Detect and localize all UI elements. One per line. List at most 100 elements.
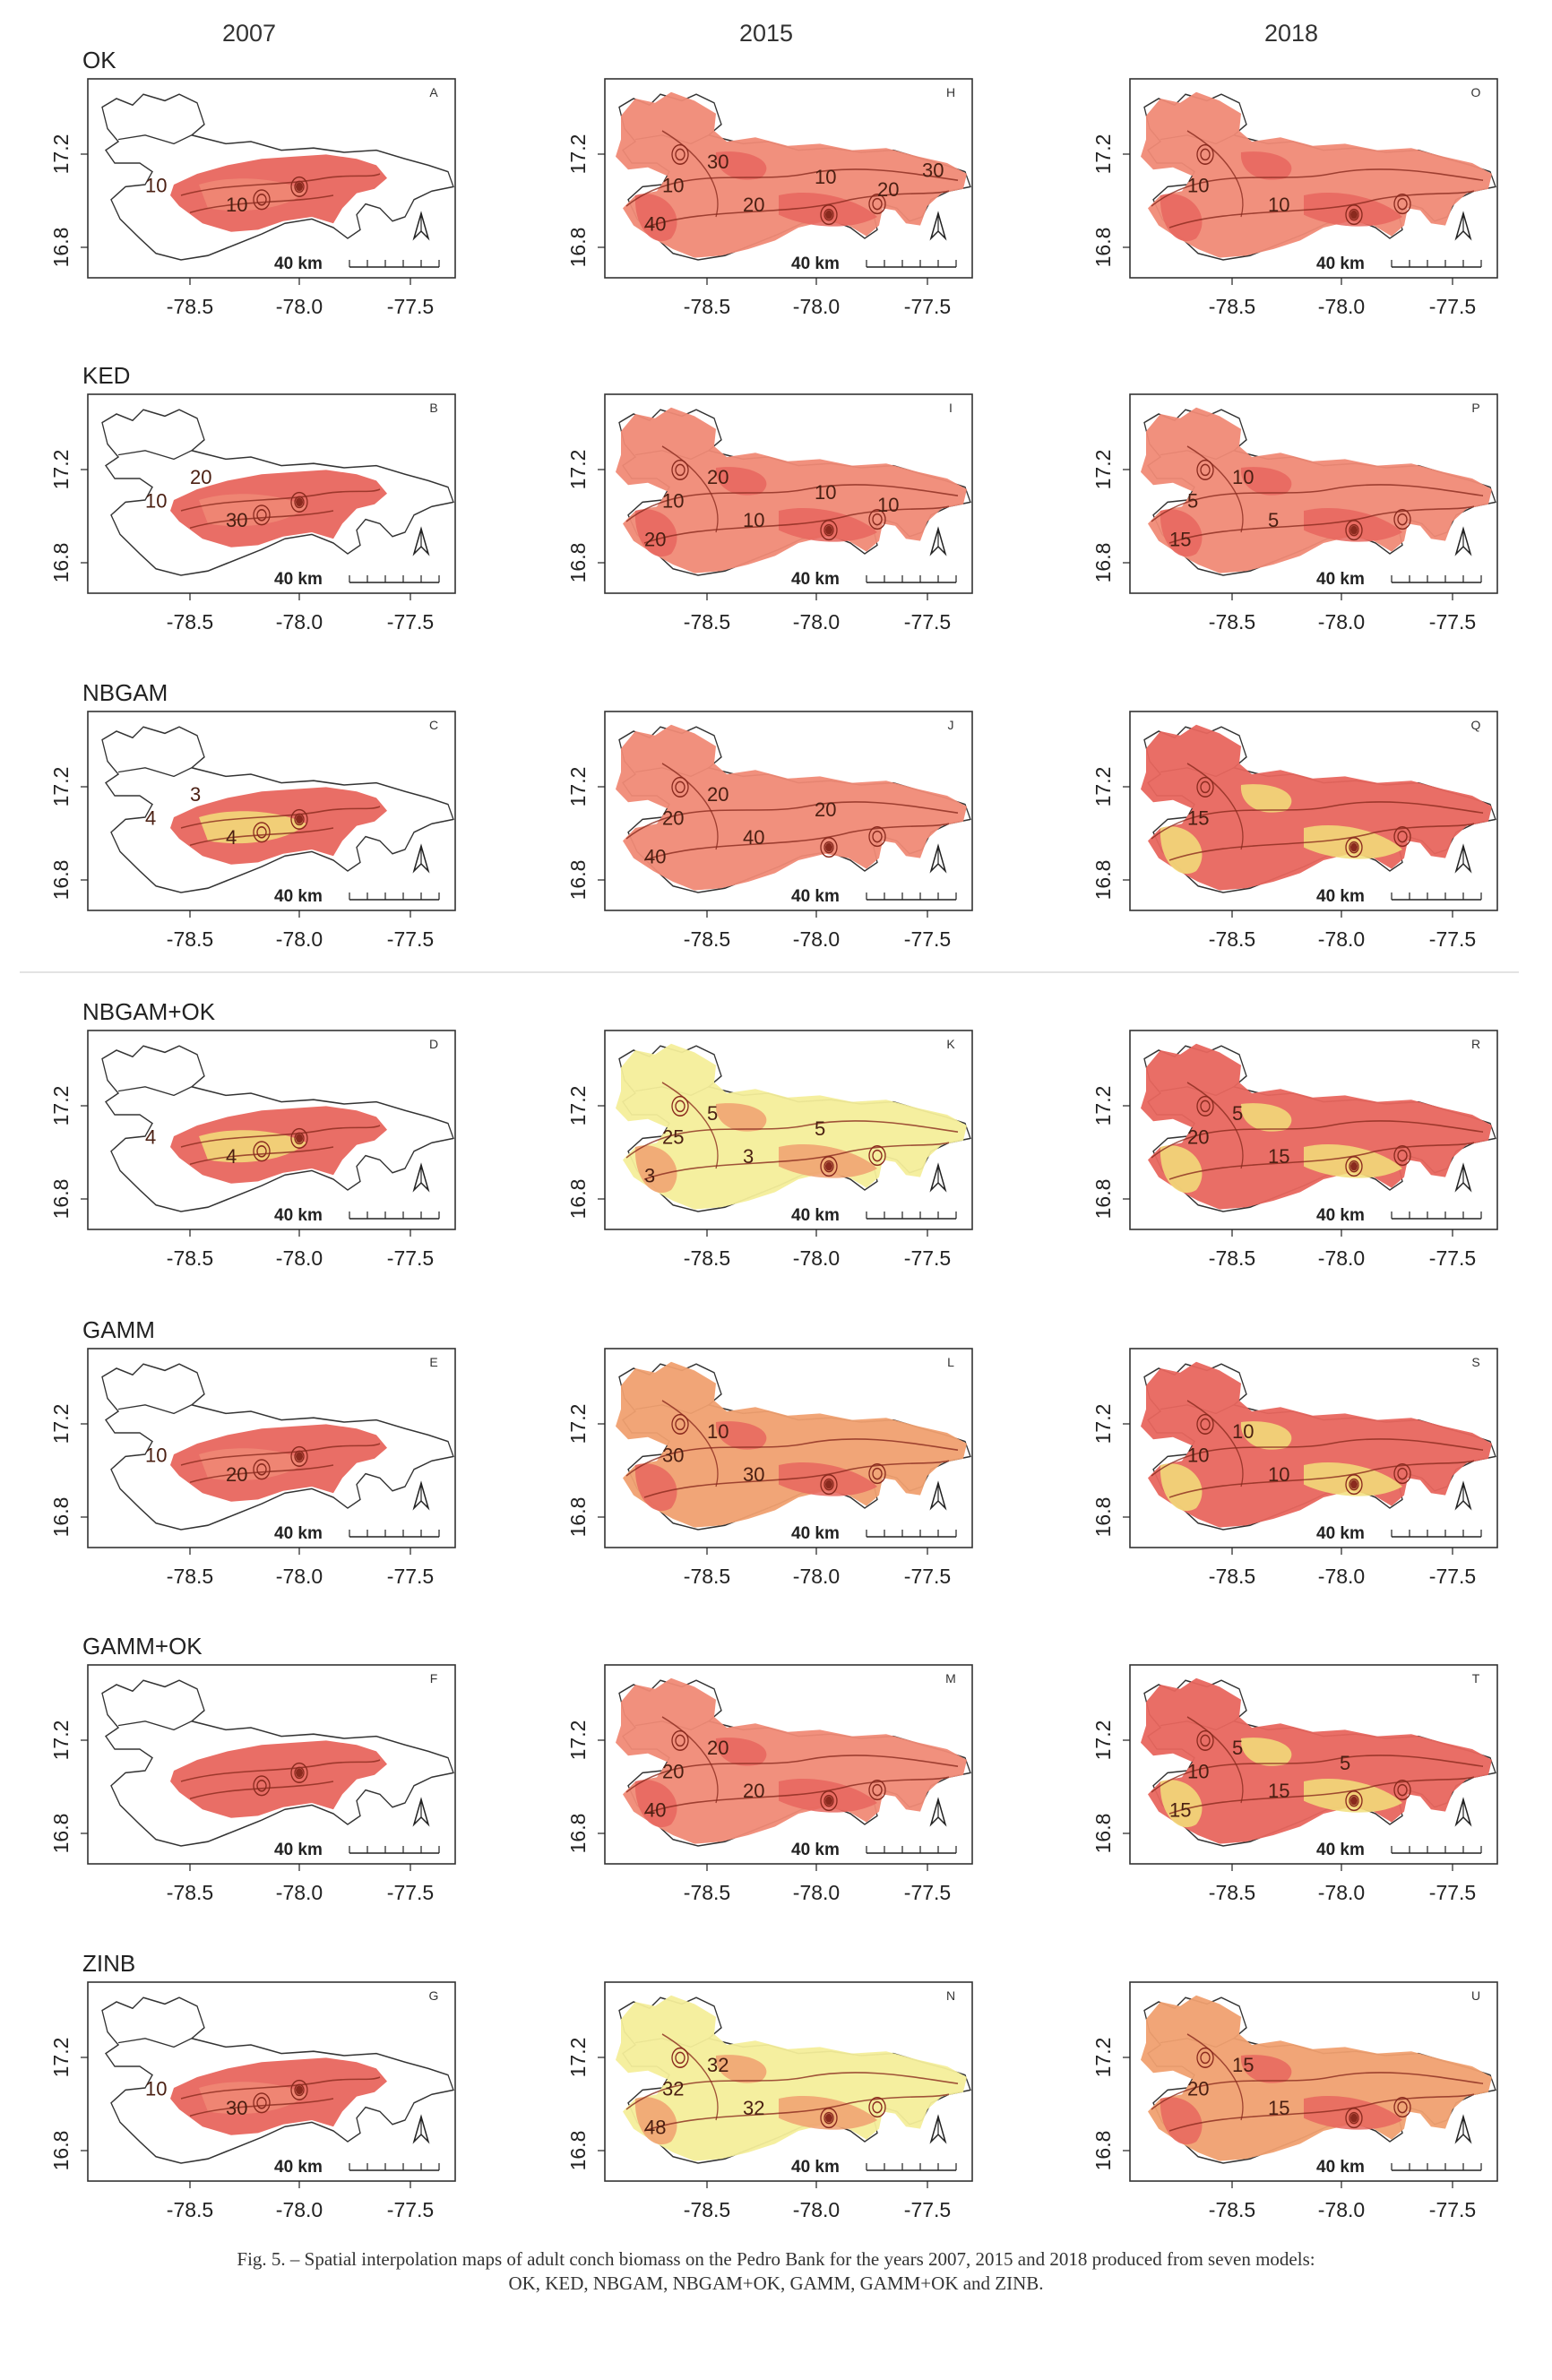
x-tick-label: -77.5: [387, 927, 434, 951]
hotspot-core: [825, 1479, 832, 1489]
hotspot-ring: [1397, 1783, 1408, 1797]
contour-value-label: 20: [226, 1463, 247, 1486]
y-tick-label: 16.8: [1091, 860, 1115, 901]
x-tick-label: -78.0: [276, 2198, 323, 2221]
contour-line: [1151, 1755, 1484, 1793]
hotspot-ring: [1393, 1463, 1411, 1485]
x-tick-label: -78.5: [167, 2198, 213, 2221]
x-tick-label: -77.5: [904, 295, 951, 318]
surface-patch: [634, 1463, 677, 1512]
hotspot-core: [296, 2085, 303, 2095]
x-tick-label: -78.5: [684, 610, 730, 634]
y-tick-label: 16.8: [49, 1497, 73, 1538]
scale-label: 40 km: [791, 1206, 840, 1225]
y-tick-label: 17.2: [566, 450, 590, 490]
contour-line: [180, 488, 381, 512]
model-label-gamm-plus-ok: GAMM+OK: [82, 1633, 203, 1660]
surface-patch: [1160, 1780, 1203, 1828]
x-tick-label: -78.5: [167, 927, 213, 951]
hotspot-ring: [1397, 830, 1408, 843]
contour-value-label: 10: [815, 166, 836, 188]
contour-line: [643, 1460, 950, 1498]
contour-value-label: 10: [226, 194, 247, 216]
contour-value-label: 3: [190, 783, 201, 806]
hotspot-ring: [820, 520, 838, 541]
north-arrow-icon: [1454, 2114, 1472, 2144]
contour-value-label: 10: [662, 489, 684, 512]
contour-line: [189, 194, 334, 213]
contour-line: [189, 1146, 334, 1165]
contour-line: [1168, 823, 1475, 861]
hotspot-ring: [294, 1766, 305, 1780]
hotspot-ring: [1393, 2097, 1411, 2118]
map-panel-K: 25 3 5 3 5 K 40 km 17.2 16.8 -78.5 -78.0 -77.5: [566, 1030, 973, 1270]
contour-value-label: 25: [662, 1125, 684, 1148]
contour-value-label: 20: [190, 466, 211, 488]
hotspot-ring: [872, 2100, 883, 2114]
scale-label: 40 km: [274, 254, 323, 273]
x-tick-label: -78.5: [1209, 1246, 1255, 1270]
y-tick-label: 17.2: [49, 2038, 73, 2078]
scale-label: 40 km: [1316, 1206, 1365, 1225]
contour-value-label: 20: [644, 529, 666, 551]
hotspot-ring: [671, 143, 689, 165]
panel-letter: H: [946, 85, 955, 99]
contour-line: [661, 1082, 719, 1169]
x-tick-label: -78.5: [1209, 2198, 1255, 2221]
panel-letter: K: [946, 1037, 955, 1051]
x-tick-label: -77.5: [904, 610, 951, 634]
bay-outline: [117, 1404, 193, 1415]
hotspot-ring: [1393, 1780, 1411, 1801]
hotspot-core: [1350, 2113, 1358, 2123]
y-tick-label: 16.8: [566, 228, 590, 268]
contour-value-label: 20: [662, 806, 684, 829]
hotspot-ring: [675, 2051, 685, 2065]
hotspot-ring: [671, 776, 689, 798]
column-titles: 2007 2015 2018: [222, 20, 1318, 47]
interpolated-surface: [616, 91, 967, 258]
contour-value-label: 10: [145, 1444, 167, 1466]
x-tick-label: -77.5: [1429, 1881, 1476, 1904]
contour-value-label: 4: [226, 1145, 237, 1168]
x-tick-label: -77.5: [1429, 927, 1476, 951]
contour-line: [1186, 1400, 1244, 1488]
map-panel-B: 10 30 20 B 40 km 17.2 16.8 -78.5 -78.0 -77.5: [49, 393, 456, 634]
contour-value-label: 4: [226, 826, 237, 849]
hotspot-ring: [1200, 2051, 1211, 2065]
contour-value-label: 10: [707, 1420, 729, 1443]
contour-line: [1151, 801, 1484, 840]
hotspot-ring: [1349, 1160, 1359, 1173]
hotspot-ring: [1397, 1467, 1408, 1480]
scale-label: 40 km: [791, 254, 840, 273]
bank-outline: [101, 726, 454, 893]
contour-value-label: 4: [145, 1125, 156, 1148]
hotspot-ring: [294, 1132, 305, 1145]
panel-letter: N: [946, 1988, 955, 2003]
north-arrow-icon: [1454, 526, 1472, 556]
y-tick-label: 17.2: [1091, 767, 1115, 807]
contour-value-label: 15: [1232, 2054, 1254, 2076]
hotspot-ring: [868, 1463, 886, 1485]
surface-patch: [715, 1103, 767, 1132]
contour-value-label: 20: [1187, 1125, 1209, 1148]
model-label-gamm: GAMM: [82, 1316, 155, 1343]
contour-value-label: 30: [922, 160, 944, 182]
hotspot-ring: [671, 2047, 689, 2068]
hotspot-ring: [290, 1127, 308, 1149]
hotspot-ring: [872, 197, 883, 211]
hotspot-ring: [868, 194, 886, 215]
north-arrow-icon: [929, 526, 947, 556]
column-title-2015: 2015: [739, 20, 793, 47]
contour-value-label: 5: [1232, 1737, 1243, 1759]
x-tick-label: -78.0: [276, 1565, 323, 1588]
x-tick-label: -78.5: [684, 295, 730, 318]
hotspot-ring: [1200, 1099, 1211, 1113]
x-tick-label: -78.5: [1209, 1881, 1255, 1904]
x-tick-label: -78.5: [167, 610, 213, 634]
model-label-nbgam: NBGAM: [82, 679, 168, 706]
contour-line: [1151, 484, 1484, 522]
hotspot-ring: [290, 1762, 308, 1783]
north-arrow-icon: [412, 1480, 430, 1511]
hotspot-ring: [820, 837, 838, 858]
hotspot-ring: [872, 1149, 883, 1162]
